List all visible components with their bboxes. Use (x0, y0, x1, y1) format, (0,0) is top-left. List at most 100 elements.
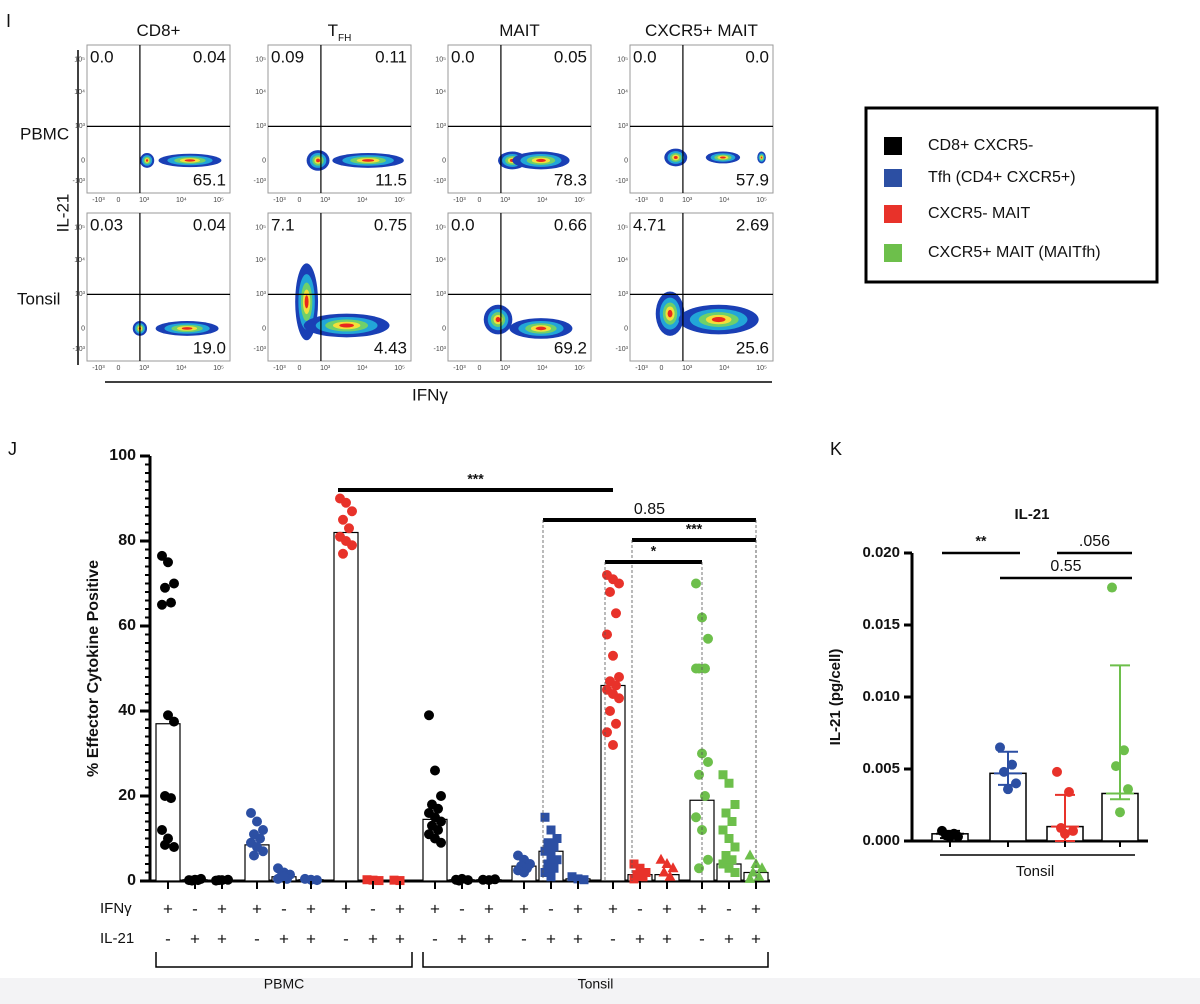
data-point (1111, 761, 1121, 772)
flow-y-tick: 10⁵ (435, 57, 446, 64)
flow-y-tick: 10⁵ (617, 225, 628, 232)
data-point (605, 587, 615, 597)
flow-y-tick: -10³ (616, 178, 629, 185)
il21-sign: + (457, 929, 467, 948)
data-point (424, 710, 434, 721)
quadrant-value: 4.43 (374, 338, 407, 357)
data-point (655, 853, 667, 864)
error-bar (1106, 664, 1134, 801)
data-point (157, 825, 167, 835)
quadrant-value: 0.04 (193, 47, 226, 66)
quadrant-value: 0.04 (193, 215, 226, 234)
data-point (347, 506, 357, 517)
y-tick-label: 40 (118, 702, 136, 719)
flow-x-tick: 0 (660, 197, 664, 204)
data-point (430, 765, 440, 776)
data-point (157, 599, 167, 610)
data-point (718, 770, 728, 780)
data-point (549, 863, 559, 873)
il21-sign: + (279, 929, 289, 948)
quadrant-value: 25.6 (736, 338, 769, 357)
density-contour (673, 155, 678, 159)
il21-sign: - (254, 929, 260, 948)
data-point (312, 875, 322, 886)
quadrant-value: 2.69 (736, 215, 769, 234)
flow-y-tick: 10³ (436, 123, 447, 130)
data-point (611, 680, 621, 691)
flow-y-tick: -10³ (434, 178, 447, 185)
data-point (549, 842, 559, 852)
flow-x-tick: -10³ (635, 365, 648, 372)
flow-x-tick: 10⁴ (719, 365, 730, 372)
data-point (629, 859, 639, 869)
plot-frame (447, 212, 592, 362)
quadrant-value: 0.0 (451, 47, 475, 66)
data-point (223, 874, 233, 885)
data-point (252, 816, 262, 827)
row-label: IFNγ (100, 900, 132, 917)
data-point (724, 778, 734, 788)
data-point (395, 876, 405, 886)
ifng-sign: - (459, 899, 465, 918)
il21-sign: - (610, 929, 616, 948)
significance-label: * (651, 543, 657, 559)
ifng-sign: - (192, 899, 198, 918)
flow-y-tick: -10³ (73, 178, 86, 185)
data-point (703, 757, 713, 767)
ifng-sign: + (608, 899, 618, 918)
flow-x-tick: 10⁴ (357, 365, 368, 372)
data-point (727, 817, 737, 826)
y-tick-label: 60 (118, 617, 136, 634)
data-point (573, 874, 583, 884)
data-point (543, 859, 553, 869)
flow-x-tick: 10⁵ (213, 365, 224, 372)
legend-label: CXCR5- MAIT (928, 205, 1030, 222)
significance-label: *** (467, 471, 484, 487)
column-header-text: MAIT (499, 21, 540, 40)
data-point (1060, 828, 1070, 839)
flow-y-tick: 10⁴ (255, 257, 266, 264)
data-point (249, 850, 259, 861)
flow-x-tick: -10³ (92, 197, 105, 204)
ifng-sign: + (163, 899, 173, 918)
legend-label: CD8+ CXCR5- (928, 137, 1033, 154)
data-point (730, 800, 740, 809)
y-tick-label: 0.020 (862, 544, 900, 561)
data-point (664, 870, 676, 881)
flow-x-tick: 10⁵ (756, 365, 767, 372)
density-contour (304, 295, 309, 309)
flow-x-tick: -10³ (453, 197, 466, 204)
flow-y-tick: 0 (81, 157, 85, 164)
data-point (661, 858, 673, 868)
data-point (436, 791, 446, 801)
quadrant-value: 0.66 (554, 215, 587, 234)
data-point (163, 557, 173, 568)
flow-y-tick: 10⁴ (435, 257, 446, 264)
flow-y-tick: 10⁴ (617, 257, 628, 264)
y-tick-label: 0.000 (862, 832, 900, 849)
data-point (540, 868, 550, 877)
plot-frame (629, 44, 774, 194)
data-point (552, 855, 562, 865)
data-point (546, 851, 556, 860)
flow-x-tick: 10⁴ (357, 197, 368, 204)
data-point (344, 523, 354, 534)
flow-y-tick: 10⁴ (435, 89, 446, 96)
data-point (169, 578, 179, 589)
ifng-sign: + (217, 899, 227, 918)
flow-y-tick: 10³ (618, 291, 629, 298)
data-point (546, 825, 556, 835)
group-label: PBMC (264, 976, 304, 992)
flow-y-tick: 0 (262, 157, 266, 164)
flow-x-tick: 10⁵ (756, 197, 767, 204)
data-point (756, 862, 768, 873)
flow-x-tick: 10³ (320, 197, 331, 204)
data-point (614, 578, 624, 589)
data-point (608, 740, 618, 750)
ifng-sign: + (395, 899, 405, 918)
data-point (540, 812, 550, 822)
il21-sign: + (546, 929, 556, 948)
density-contour (181, 327, 193, 330)
ifng-sign: + (341, 899, 351, 918)
